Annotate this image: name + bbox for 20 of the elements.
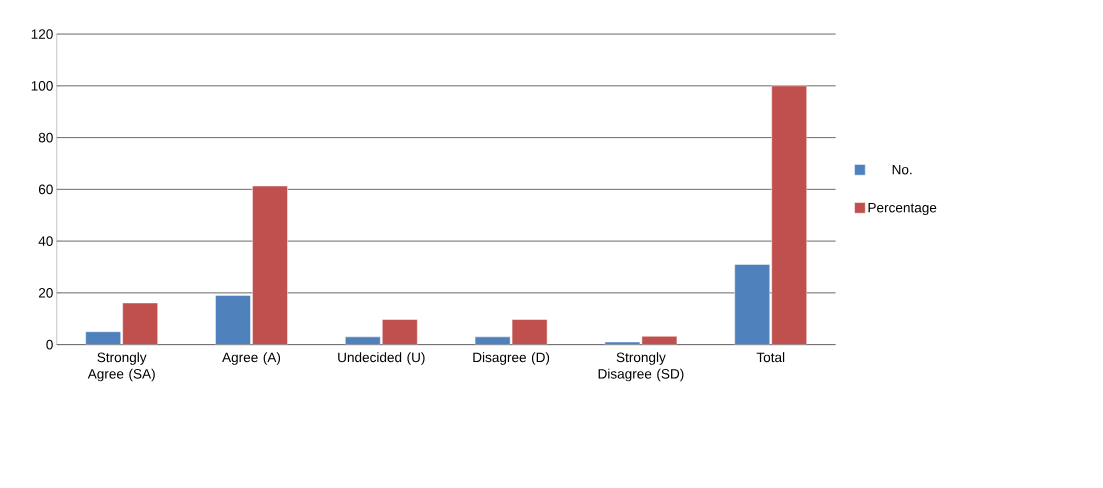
y-tick-label: 40 <box>38 236 53 247</box>
y-tick-label: 100 <box>31 81 53 91</box>
y-tick-label: 0 <box>46 339 53 350</box>
x-tick-label: Agree (A) <box>222 352 281 365</box>
legend-label: No. <box>892 165 912 175</box>
y-tick-label: 80 <box>38 132 53 143</box>
y-tick-label: 120 <box>31 29 53 39</box>
x-tick-label: Strongly Disagree (SD) <box>598 352 684 382</box>
y-tick-label: 60 <box>38 184 53 195</box>
legend-label: Percentage <box>868 203 937 216</box>
bar <box>771 85 807 345</box>
x-tick-label: Undecided (U) <box>338 352 425 365</box>
y-tick-label: 20 <box>38 288 53 298</box>
x-tick-label: Strongly Agree (SA) <box>87 352 155 382</box>
x-tick-label: Disagree (D) <box>473 352 550 365</box>
bar <box>122 302 158 345</box>
bar <box>382 319 418 345</box>
bar <box>511 319 548 345</box>
x-tick-label: Total <box>756 352 785 363</box>
bar <box>252 185 288 345</box>
